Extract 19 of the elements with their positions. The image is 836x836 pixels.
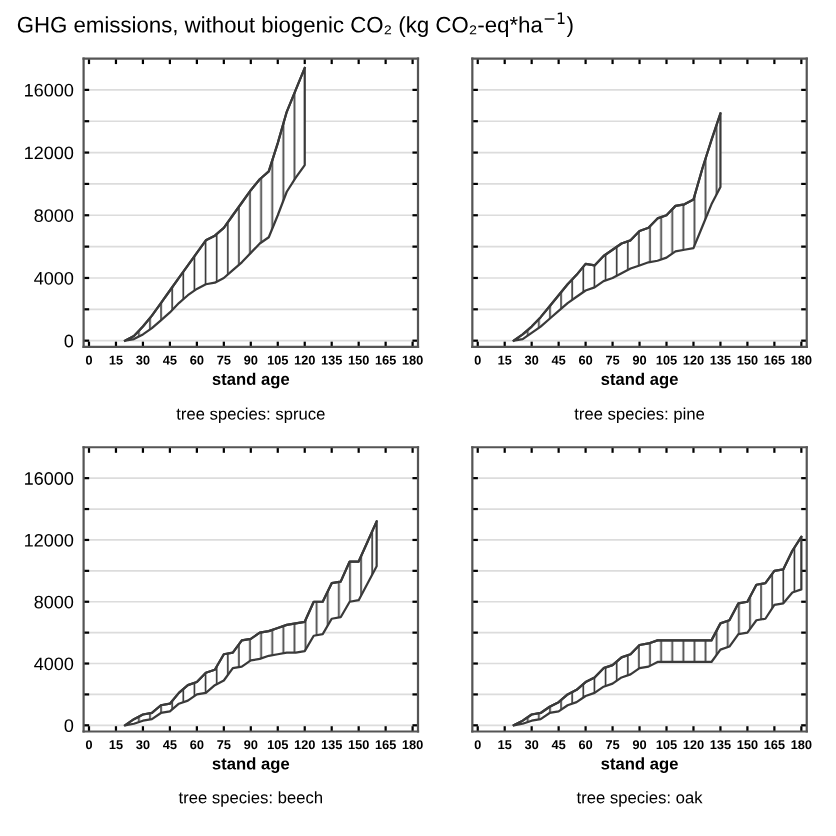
y-tick-label: 16000 [25,472,74,485]
y-tick-label: 4000 [34,657,74,671]
text: tree species: pine [574,407,705,424]
y-tick-label: 8000 [34,595,74,609]
y-tick-label: 0 [64,719,74,733]
text: tree species: spruce [176,407,325,424]
chart-title: GHG emissions, without biogenic CO₂ (kg CO₂-eq*ha$^{−1}$) [17,12,573,37]
y-tick-label: 4000 [34,271,74,285]
y-tick-label: 12000 [25,146,74,160]
x-axis-title: stand age [601,757,678,773]
y-tick-label: 0 [64,334,74,348]
y-tick-label: 8000 [34,209,74,222]
x-axis-title: stand age [601,372,678,389]
x-axis-title: stand age [212,757,290,773]
text: tree species: beech [178,791,322,807]
y-tick-label: 12000 [25,533,74,547]
text: tree species: oak [576,791,703,807]
y-tick-label: 16000 [25,83,74,97]
x-axis-title: stand age [212,372,290,389]
